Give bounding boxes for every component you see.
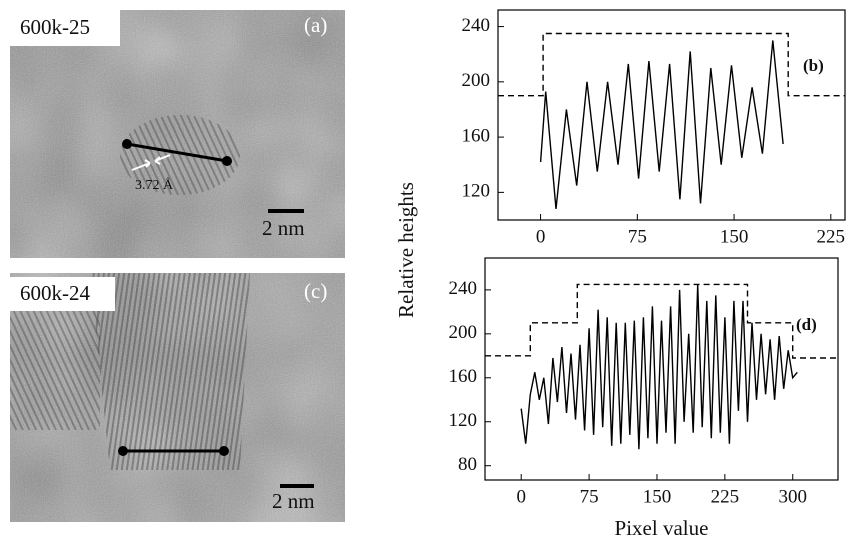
panel-label: (c) (304, 279, 327, 303)
scale-label: 2 nm (262, 216, 305, 240)
profile-dashed (485, 283, 838, 359)
x-tick-label: 75 (580, 486, 599, 507)
label-box (10, 277, 115, 311)
endpoint (219, 446, 229, 456)
y-tick-label: 200 (462, 70, 491, 91)
x-tick-label: 150 (643, 486, 672, 507)
panel-label: (a) (304, 13, 327, 37)
x-tick-label: 300 (778, 486, 807, 507)
profile-line (539, 40, 784, 209)
x-tick-label: 225 (711, 486, 740, 507)
plot-frame (484, 257, 839, 481)
x-axis-title: Pixel value (615, 516, 709, 540)
endpoint (118, 446, 128, 456)
spacing-label: 3.72 Å (135, 177, 174, 193)
profile-line (126, 142, 228, 163)
y-tick-label: 120 (462, 181, 491, 202)
x-tick-label: 225 (817, 226, 846, 247)
profile-dashed (498, 32, 845, 97)
y-tick-label: 240 (462, 15, 491, 36)
y-tick-label: 160 (462, 125, 491, 146)
label-box (10, 10, 120, 46)
y-tick-label: 120 (449, 410, 478, 431)
x-tick-label: 0 (536, 226, 546, 247)
y-tick-label: 80 (458, 454, 477, 475)
y-tick-label: 160 (449, 366, 478, 387)
panel-label: (d) (796, 315, 817, 334)
y-tick-label: 200 (449, 322, 478, 343)
tem-image-a: 600k-25 (a) 3.72 Å 2 nm (10, 10, 345, 258)
image-label: 600k-24 (20, 281, 90, 305)
scale-label: 2 nm (272, 489, 315, 513)
x-tick-label: 0 (516, 486, 526, 507)
spacing-arrows (131, 154, 171, 171)
x-tick-label: 150 (720, 226, 749, 247)
panel-label: (b) (803, 56, 824, 75)
y-axis-title: Relative heights (394, 182, 418, 318)
tem-image-c: 600k-24 (c) 2 nm (10, 273, 345, 522)
profile-line (520, 284, 798, 450)
image-label: 600k-25 (20, 15, 90, 39)
y-tick-label: 240 (449, 278, 478, 299)
endpoint (122, 139, 132, 149)
plot-frame (497, 9, 846, 221)
endpoint (222, 156, 232, 166)
x-tick-label: 75 (628, 226, 647, 247)
